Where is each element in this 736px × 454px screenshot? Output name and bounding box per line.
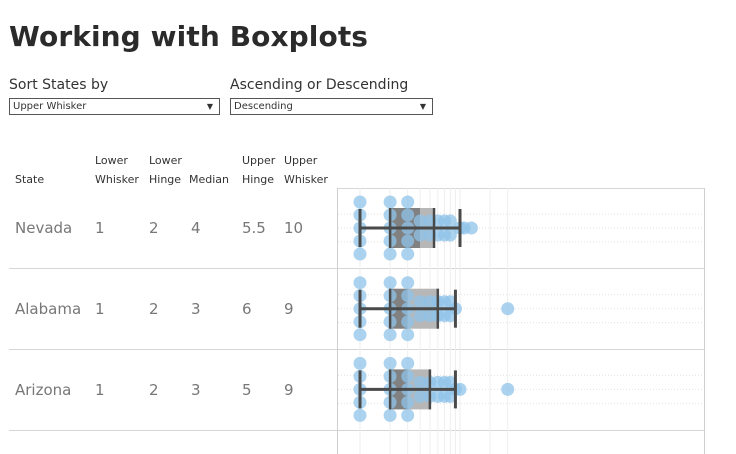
cell-lower-hinge: 2 [149,381,159,399]
data-point [401,395,415,409]
chevron-down-icon: ▼ [419,102,426,111]
boxplot-chart [338,188,704,454]
cell-lower-whisker: 1 [95,381,105,399]
data-point [401,276,415,290]
cell-median: 4 [191,219,201,237]
sort-states-value: Upper Whisker [13,101,87,112]
row-divider [9,349,705,350]
plot-left-border [337,188,338,454]
row-divider [9,430,705,431]
header-lower-hinge-line1: Lower [149,154,182,167]
cell-upper-hinge: 5 [242,381,252,399]
header-lower-hinge-line2: Hinge [149,173,182,186]
cell-lower-hinge: 2 [149,219,159,237]
data-point [501,302,515,316]
sort-states-label: Sort States by [9,77,109,93]
cell-state: Nevada [15,219,73,237]
data-point [413,228,427,242]
data-point [413,375,427,389]
data-point [401,195,415,209]
header-upper-hinge-line2: Hinge [242,173,275,186]
data-point [401,247,415,261]
data-point [464,221,478,235]
header-state: State [15,173,45,186]
cell-upper-whisker: 10 [284,219,304,237]
data-point [401,208,415,222]
data-point [413,214,427,228]
sort-states-dropdown[interactable]: Upper Whisker ▼ [9,98,220,115]
cell-median: 3 [191,300,201,318]
data-point [501,382,515,396]
data-point [401,289,415,303]
data-point [383,276,397,290]
data-point [401,315,415,329]
chevron-down-icon: ▼ [206,102,213,111]
sort-order-dropdown[interactable]: Descending ▼ [230,98,433,115]
data-point [401,234,415,248]
header-upper-whisker-line1: Upper [284,154,318,167]
header-median: Median [189,173,230,186]
sort-order-value: Descending [234,101,293,112]
cell-lower-whisker: 1 [95,300,105,318]
data-point [413,309,427,323]
data-point [353,356,367,370]
cell-upper-whisker: 9 [284,381,294,399]
data-point [353,408,367,422]
data-point [383,247,397,261]
data-point [353,247,367,261]
data-point [353,195,367,209]
cell-upper-whisker: 9 [284,300,294,318]
data-point [413,295,427,309]
table-top-border [338,188,705,189]
cell-upper-hinge: 5.5 [242,219,266,237]
data-point [443,214,457,228]
data-point [383,356,397,370]
header-lower-whisker-line2: Whisker [95,173,139,186]
data-point [383,408,397,422]
cell-median: 3 [191,381,201,399]
data-point [413,389,427,403]
plot-right-border [704,188,705,454]
header-lower-whisker-line1: Lower [95,154,128,167]
page-title: Working with Boxplots [9,20,369,53]
data-point [443,228,457,242]
data-point [353,276,367,290]
header-upper-whisker-line2: Whisker [284,173,328,186]
data-point [401,328,415,342]
data-point [401,369,415,383]
cell-lower-whisker: 1 [95,219,105,237]
data-point [383,328,397,342]
cell-state: Alabama [15,300,82,318]
row-divider [9,268,705,269]
header-upper-hinge-line1: Upper [242,154,276,167]
cell-state: Arizona [15,381,72,399]
cell-upper-hinge: 6 [242,300,252,318]
data-point [353,328,367,342]
sort-order-label: Ascending or Descending [230,77,409,93]
cell-lower-hinge: 2 [149,300,159,318]
data-point [401,356,415,370]
data-point [401,408,415,422]
data-point [383,195,397,209]
